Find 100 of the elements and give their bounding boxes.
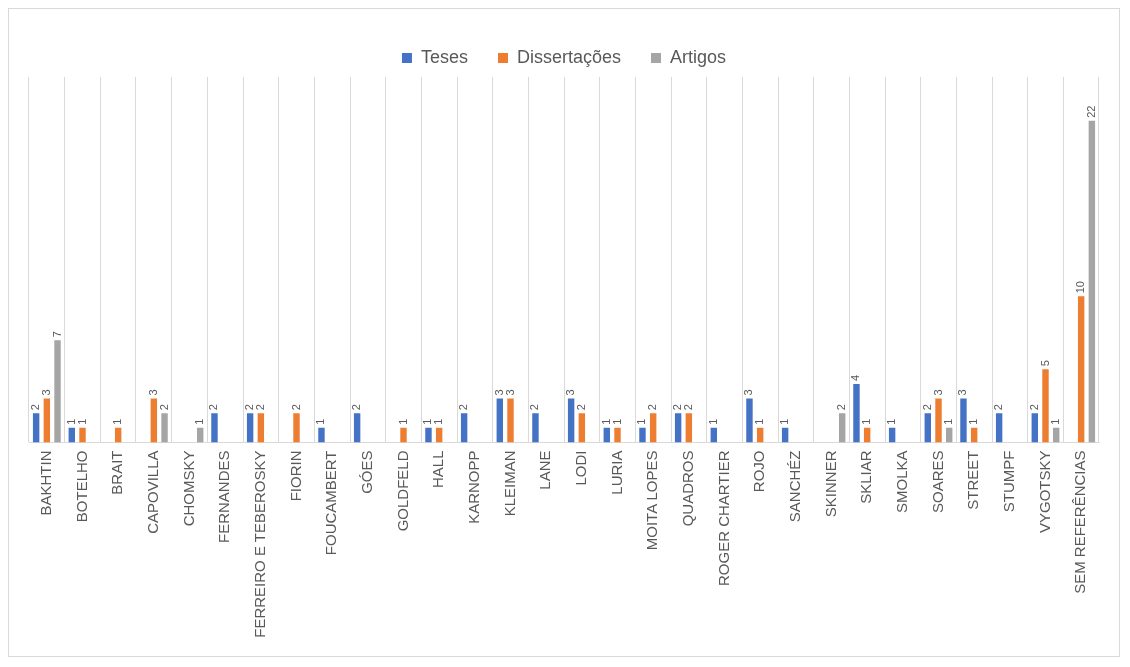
bar [924,413,932,443]
x-tick-label: VYGOTSKY [1035,450,1053,533]
data-label: 2 [646,404,659,411]
bar [567,398,575,443]
x-tick-label: QUADROS [678,450,696,527]
bar [79,427,86,443]
bar [639,427,646,443]
data-label: 2 [992,404,1005,411]
x-tick-label: FERREIRO E TEBEROSKY [250,450,268,638]
bar [532,413,539,443]
data-label: 1 [778,418,791,425]
data-label: 1 [610,418,623,425]
x-tick-label: MOITA LOPES [643,450,661,551]
legend-label: Teses [420,46,468,67]
x-tick-label: SANCHÉZ [785,450,803,523]
x-tick-label: BAKHTIN [36,450,54,516]
bar [150,398,158,443]
bar [960,398,967,443]
x-tick-label: CAPOVILLA [143,450,161,534]
data-label: 3 [492,389,505,396]
x-tick-label: KARNOPP [464,450,482,524]
data-label: 3 [931,389,944,396]
data-label: 1 [421,418,434,425]
data-label: 2 [207,404,220,411]
bar [353,413,361,443]
bar [935,398,942,443]
data-label: 2 [457,404,470,411]
x-tick-label: LURIA [607,450,625,495]
data-label: 1 [860,418,873,425]
x-tick-label: FERNANDES [215,450,233,543]
data-label: 2 [350,404,363,411]
data-label: 3 [956,389,969,396]
bar [460,413,468,443]
x-tick-label: STREET [964,450,982,510]
x-tick-label: FIORIN [286,450,304,502]
bar [649,413,657,443]
data-label: 2 [29,404,42,411]
data-label: 3 [39,389,52,396]
data-label: 1 [706,418,719,425]
data-label: 2 [671,404,684,411]
data-label: 1 [967,418,980,425]
data-label: 1 [432,418,445,425]
bar [1088,120,1096,443]
data-label: 22 [1084,105,1097,118]
legend-label: Artigos [670,46,727,67]
data-label: 1 [599,418,612,425]
data-label: 1 [885,418,898,425]
data-label: 2 [681,404,694,411]
bar [685,413,693,443]
bar [293,413,300,443]
x-tick-label: SKLIAR [857,450,875,504]
data-label: 2 [574,404,587,411]
x-tick-label: ROGER CHARTIER [714,450,732,587]
x-tick-label: SEM REFERÊNCIAS [1071,450,1089,594]
bar [400,427,407,443]
x-tick-label: CHOMSKY [179,450,197,527]
data-label: 10 [1074,281,1087,294]
x-tick-label: SKINNER [821,450,839,518]
x-tick-label: SMOLKA [892,450,910,513]
x-tick-label: LANE [536,450,554,490]
bar [507,398,514,443]
data-label: 2 [920,404,933,411]
bar [1031,413,1039,443]
bar [257,413,265,443]
x-tick-label: KLEIMAN [500,450,518,517]
bar [246,413,254,443]
bar [161,413,168,443]
bar [838,413,846,443]
x-tick-label: LODI [571,450,589,486]
data-label: 3 [742,389,755,396]
data-label: 2 [528,404,541,411]
x-tick-label: BOTELHO [72,450,90,523]
bar [54,340,61,443]
data-label: 2 [253,404,266,411]
x-tick-label: SOARES [928,450,946,513]
x-tick-label: HALL [429,450,447,488]
data-label: 3 [503,389,516,396]
data-label: 1 [1049,418,1062,425]
bar [43,398,51,443]
data-label: 2 [289,404,302,411]
data-label: 3 [564,389,577,396]
x-tick-label: GOLDFELD [393,450,411,532]
bar [674,413,682,443]
bar [614,427,621,443]
data-label: 1 [75,418,88,425]
data-label: 2 [1027,404,1040,411]
data-label: 5 [1038,360,1051,367]
bar [746,398,753,443]
bar [32,413,40,443]
data-label: 1 [193,418,206,425]
bar [496,398,504,443]
data-label: 1 [396,418,409,425]
x-tick-label: STUMPF [999,450,1017,513]
data-label: 4 [849,374,862,381]
bar [211,413,218,443]
data-label: 2 [157,404,170,411]
data-label: 1 [753,418,766,425]
data-label: 2 [835,404,848,411]
bar [578,413,586,443]
bar [318,427,325,443]
